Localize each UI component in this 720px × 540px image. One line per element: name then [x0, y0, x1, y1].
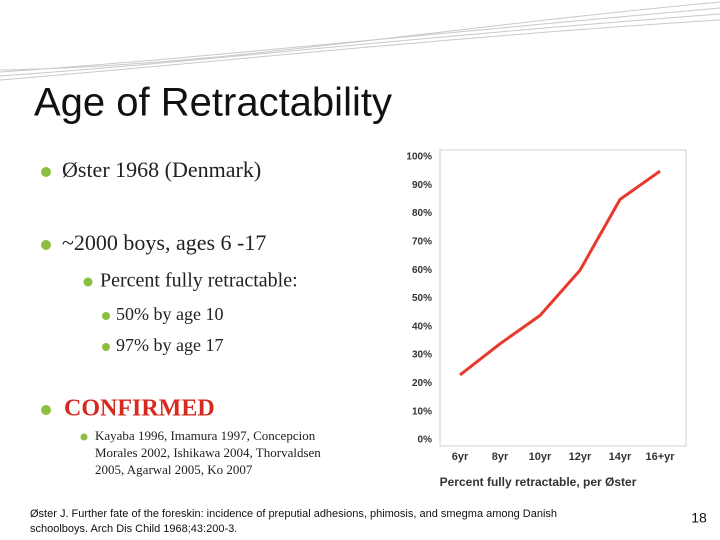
- x-tick-label: 10yr: [529, 451, 552, 463]
- study-line: Kayaba 1996, Imamura 1997, Concepcion: [95, 428, 316, 443]
- bullet-text: 50% by age 10: [116, 304, 223, 324]
- bullet: [102, 312, 110, 320]
- y-tick-label: 50%: [412, 293, 432, 304]
- x-tick-label: 8yr: [492, 451, 509, 463]
- citation: schoolboys. Arch Dis Child 1968;43:200-3…: [30, 523, 237, 535]
- bullet: [102, 343, 110, 351]
- y-tick-label: 0%: [418, 435, 433, 446]
- study-line: Morales 2002, Ishikawa 2004, Thorvaldsen: [95, 445, 321, 460]
- bullet: [83, 277, 93, 287]
- data-line: [459, 169, 661, 377]
- bullet-text: Øster 1968 (Denmark): [62, 157, 261, 182]
- plot-area: [439, 149, 687, 447]
- y-tick-label: 40%: [412, 321, 432, 332]
- bullet-text: 97% by age 17: [116, 335, 223, 355]
- bullet: [41, 167, 51, 177]
- decoration: [0, 1, 720, 81]
- y-tick-label: 80%: [412, 208, 432, 219]
- y-tick-label: 100%: [406, 152, 432, 163]
- y-tick-label: 10%: [412, 406, 432, 417]
- y-tick-label: 20%: [412, 378, 432, 389]
- y-tick-label: 60%: [412, 265, 432, 276]
- x-tick-label: 16+yr: [645, 451, 675, 463]
- bullet: [41, 240, 51, 250]
- x-tick-label: 14yr: [609, 451, 632, 463]
- title: Age of Retractability: [34, 81, 392, 125]
- y-tick-label: 30%: [412, 350, 432, 361]
- study-line: 2005, Agarwal 2005, Ko 2007: [95, 462, 253, 477]
- bullet: [41, 405, 51, 415]
- page-number: 18: [691, 510, 707, 526]
- y-tick-label: 70%: [412, 237, 432, 248]
- x-tick-label: 6yr: [452, 451, 469, 463]
- y-tick-label: 90%: [412, 180, 432, 191]
- x-tick-label: 12yr: [569, 451, 592, 463]
- citation: Øster J. Further fate of the foreskin: i…: [30, 508, 557, 520]
- bullet: [80, 433, 88, 441]
- x-axis-label: Percent fully retractable, per Øster: [440, 475, 637, 489]
- bullet-text: CONFIRMED: [64, 396, 215, 422]
- bullet-text: ~2000 boys, ages 6 -17: [62, 230, 266, 255]
- bullet-text: Percent fully retractable:: [100, 270, 298, 292]
